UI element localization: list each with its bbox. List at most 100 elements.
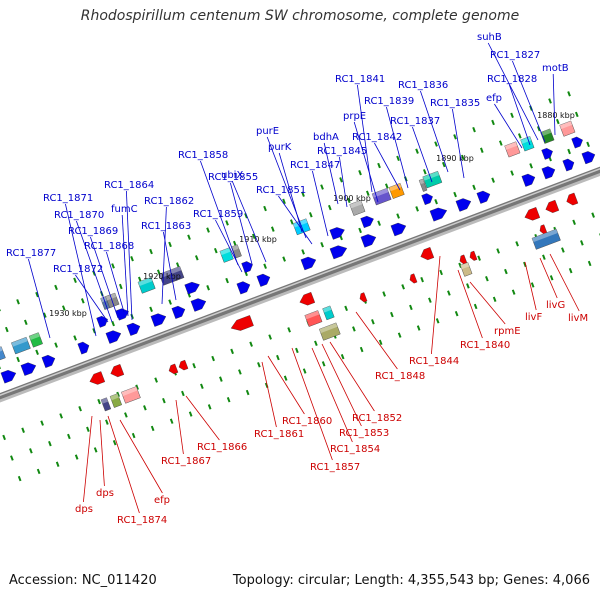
tick-mark xyxy=(118,283,123,290)
tick-mark xyxy=(447,290,451,296)
gene-arrow-shape xyxy=(581,151,596,165)
tick-mark xyxy=(181,390,185,397)
reverse-leader-line xyxy=(539,257,558,299)
forward-gene-arrow xyxy=(300,256,317,271)
feature-block-shine xyxy=(322,305,332,313)
tick-mark xyxy=(517,133,522,139)
forward-gene-arrow xyxy=(256,273,271,287)
forward-gene-label: ubiX xyxy=(221,170,243,181)
tick-mark xyxy=(287,327,291,333)
tick-mark xyxy=(466,283,470,289)
tick-mark xyxy=(168,241,172,248)
forward-gene-arrow xyxy=(20,362,37,376)
tick-mark xyxy=(54,284,58,291)
forward-gene-label: RC1_1836 xyxy=(398,80,448,91)
feature-block xyxy=(422,170,443,189)
forward-leader-line xyxy=(121,214,129,317)
tick-mark xyxy=(415,148,419,154)
tick-mark xyxy=(439,269,443,276)
reverse-leader-line xyxy=(99,419,105,487)
reverse-gene-arrow xyxy=(524,207,541,221)
reverse-gene-arrow xyxy=(409,273,418,284)
forward-gene-arrow xyxy=(77,341,90,355)
forward-gene-arrow xyxy=(126,322,141,336)
accession-label: Accession: NC_011420 xyxy=(9,573,157,588)
tick-mark xyxy=(359,346,364,353)
gene-arrow-shape xyxy=(421,193,433,205)
forward-leader-line xyxy=(487,42,539,141)
tick-mark xyxy=(567,91,571,97)
tick-mark xyxy=(207,404,212,410)
scale-label: 1920 kbp xyxy=(143,272,181,281)
tick-mark xyxy=(568,267,573,274)
forward-gene-arrow xyxy=(329,227,345,240)
tick-mark xyxy=(192,363,196,369)
tick-mark xyxy=(435,318,440,324)
gene-arrow-shape xyxy=(541,148,553,160)
tick-mark xyxy=(226,397,231,403)
tick-mark xyxy=(289,219,294,225)
tick-mark xyxy=(591,212,595,218)
tick-mark xyxy=(434,141,438,147)
feature-block xyxy=(531,228,561,250)
forward-gene-label: RC1_1877 xyxy=(6,248,56,259)
tick-mark xyxy=(397,332,402,338)
tick-mark xyxy=(301,249,305,255)
forward-gene-arrow xyxy=(541,166,556,180)
tick-mark xyxy=(572,219,576,225)
forward-leader-line xyxy=(28,258,51,339)
tick-mark xyxy=(561,247,565,253)
tick-mark xyxy=(473,303,478,310)
tick-mark xyxy=(0,306,1,312)
reverse-leader-line xyxy=(549,253,580,312)
forward-leader-line xyxy=(106,251,125,313)
tick-mark xyxy=(206,227,210,233)
tick-mark xyxy=(510,112,514,119)
reverse-gene-arrow xyxy=(178,359,189,371)
feature-block-shine xyxy=(304,310,320,320)
tick-mark xyxy=(548,98,552,104)
reverse-leader-line xyxy=(261,361,277,428)
tick-mark xyxy=(308,212,313,218)
tick-mark xyxy=(149,306,153,312)
gene-feature-block xyxy=(121,386,141,404)
forward-gene-arrow xyxy=(241,261,253,273)
tick-mark xyxy=(230,348,234,355)
feature-block-shine xyxy=(137,277,153,287)
forward-gene-label: RC1_1837 xyxy=(390,116,440,127)
feature-block xyxy=(504,141,521,158)
forward-gene-label: RC1_1855 xyxy=(208,172,258,183)
forward-gene-arrow xyxy=(421,193,433,205)
tick-mark xyxy=(580,240,584,246)
tick-mark xyxy=(396,213,400,219)
feature-block-shine xyxy=(219,247,231,256)
tick-mark xyxy=(154,377,158,383)
feature-block xyxy=(121,386,141,404)
tick-mark xyxy=(35,291,39,298)
tick-mark xyxy=(574,111,579,118)
gene-arrow-shape xyxy=(459,254,468,265)
reverse-leader-line xyxy=(524,261,537,311)
forward-gene-label: RC1_1847 xyxy=(290,160,340,171)
tick-mark xyxy=(529,163,533,169)
tick-mark xyxy=(124,412,128,418)
tick-mark xyxy=(251,233,256,239)
forward-gene-arrow xyxy=(105,330,122,344)
gene-feature-block xyxy=(137,276,156,294)
tick-mark xyxy=(504,268,508,275)
tick-mark xyxy=(377,162,381,169)
forward-leader-line xyxy=(509,84,531,146)
feature-block xyxy=(304,310,323,327)
tick-mark xyxy=(282,256,286,262)
forward-leader-line xyxy=(552,73,556,136)
tick-mark xyxy=(301,191,305,197)
forward-leader-line xyxy=(353,121,379,203)
tick-mark xyxy=(111,320,115,327)
tick-mark xyxy=(0,363,1,370)
reverse-gene-arrow xyxy=(566,192,579,206)
forward-gene-arrow xyxy=(521,173,536,187)
feature-block xyxy=(460,262,473,277)
tick-mark xyxy=(587,260,592,267)
tick-mark xyxy=(283,375,288,381)
